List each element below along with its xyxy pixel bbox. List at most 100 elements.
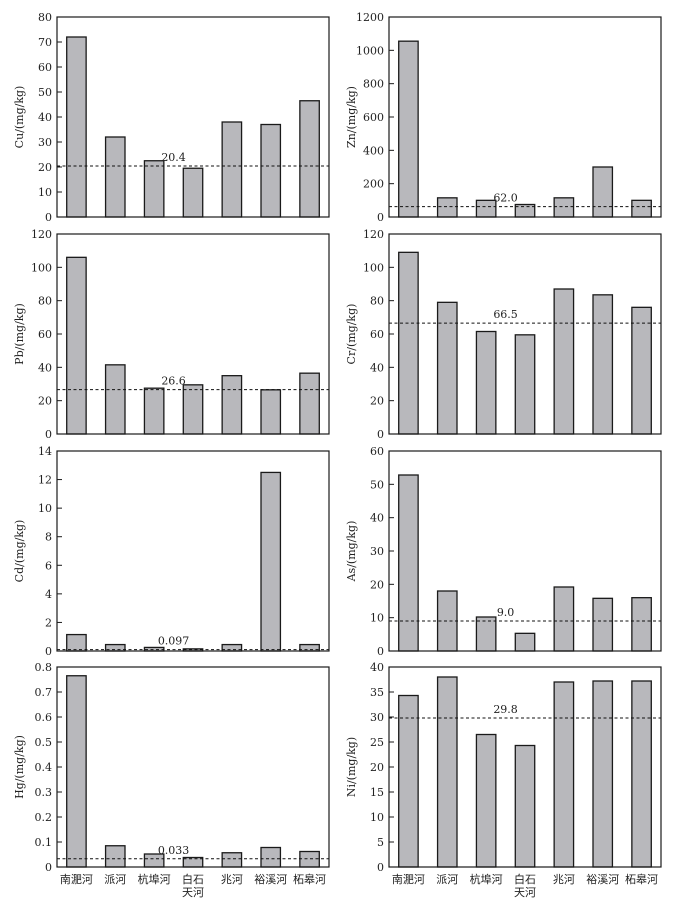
bar — [475, 330, 497, 435]
y-axis-label: Zn/(mg/kg) — [345, 86, 358, 148]
y-tick-label: 20 — [370, 578, 384, 591]
y-tick-label: 20 — [38, 161, 52, 174]
bar — [553, 197, 575, 218]
y-tick-label: 800 — [363, 78, 384, 91]
y-tick-label: 400 — [363, 144, 384, 157]
y-tick-label: 0 — [45, 428, 52, 441]
plot-frame — [56, 666, 330, 868]
bar — [182, 167, 204, 218]
bar — [475, 616, 497, 652]
reference-label: 0.097 — [158, 635, 190, 648]
y-tick-label: 100 — [363, 261, 384, 274]
x-tick-label: 杭埠河 — [470, 872, 503, 886]
bar — [104, 364, 126, 435]
y-tick-label: 40 — [370, 512, 384, 525]
reference-label: 66.5 — [493, 308, 518, 321]
bar — [475, 733, 497, 868]
y-tick-label: 10 — [370, 811, 384, 824]
y-tick-label: 50 — [370, 478, 384, 491]
bar — [299, 100, 320, 218]
bar — [221, 121, 243, 218]
y-tick-label: 0.6 — [35, 711, 53, 724]
reference-label: 0.033 — [158, 844, 190, 857]
bar — [143, 387, 165, 435]
reference-label: 29.8 — [493, 703, 518, 716]
x-tick-label: 白石天河 — [182, 872, 204, 899]
bar — [398, 251, 419, 435]
bar — [553, 288, 575, 435]
x-tick-label: 柘皋河 — [293, 872, 326, 886]
y-axis-label: Pb/(mg/kg) — [13, 303, 26, 365]
y-tick-label: 2 — [45, 616, 52, 629]
y-tick-label: 120 — [363, 228, 384, 241]
bar — [592, 294, 614, 435]
chart-panel-2: 26.6 0 20 40 60 80 100 120 Pb/(mg/kg) — [13, 228, 330, 441]
x-tick-label: 柘皋河 — [625, 872, 658, 886]
y-tick-label: 600 — [363, 111, 384, 124]
bar — [631, 680, 652, 868]
bar — [66, 256, 87, 435]
y-tick-label: 0.5 — [35, 736, 53, 749]
y-tick-label: 10 — [38, 502, 52, 515]
y-axis-label: Ni/(mg/kg) — [345, 737, 358, 797]
x-tick-label: 兆河 — [553, 873, 575, 886]
x-tick-label: 裕溪河 — [586, 873, 619, 886]
bar — [553, 681, 575, 868]
bar — [66, 36, 87, 218]
bar — [260, 389, 282, 435]
bar — [182, 384, 204, 435]
bar — [260, 471, 282, 652]
chart-panel-1: 62.0 0 200 400 600 800 1000 1200 Zn/(mg/kg) — [345, 11, 662, 224]
y-tick-label: 60 — [38, 61, 52, 74]
bar — [398, 40, 419, 218]
bar — [592, 680, 614, 868]
y-tick-label: 1000 — [356, 44, 384, 57]
bar — [592, 597, 614, 652]
y-tick-label: 80 — [38, 11, 52, 24]
reference-label: 9.0 — [497, 606, 515, 619]
y-tick-label: 20 — [38, 395, 52, 408]
bar — [514, 334, 536, 435]
y-tick-label: 120 — [31, 228, 52, 241]
y-tick-label: 60 — [38, 328, 52, 341]
y-tick-label: 0 — [45, 861, 52, 874]
bar — [66, 675, 87, 868]
y-tick-label: 200 — [363, 178, 384, 191]
bar — [514, 744, 536, 868]
y-axis-label: Cd/(mg/kg) — [13, 520, 26, 583]
bar — [436, 676, 458, 868]
y-tick-label: 0.4 — [35, 761, 53, 774]
y-axis-label: Cu/(mg/kg) — [13, 86, 26, 149]
x-tick-label: 白石天河 — [514, 872, 536, 899]
bar — [221, 375, 243, 435]
plot-frame — [56, 450, 330, 652]
y-axis-label: Cr/(mg/kg) — [345, 304, 358, 365]
y-axis-label: Hg/(mg/kg) — [13, 735, 26, 799]
reference-label: 20.4 — [161, 151, 186, 164]
bar — [104, 136, 126, 218]
y-axis-label: As/(mg/kg) — [345, 521, 358, 583]
bar — [143, 160, 165, 218]
bar — [398, 474, 419, 652]
y-tick-label: 8 — [45, 531, 52, 544]
y-tick-label: 5 — [377, 836, 384, 849]
bar — [436, 301, 458, 435]
plot-frame — [388, 16, 662, 218]
y-tick-label: 14 — [38, 445, 52, 458]
y-tick-label: 0 — [377, 861, 384, 874]
y-tick-label: 20 — [370, 761, 384, 774]
bar — [553, 586, 575, 652]
y-tick-label: 4 — [45, 588, 52, 601]
chart-panel-5: 9.0 0 10 20 30 40 50 60 As/(mg/kg) — [345, 445, 662, 658]
y-tick-label: 10 — [38, 186, 52, 199]
y-tick-label: 0.1 — [35, 836, 53, 849]
y-tick-label: 0.8 — [35, 661, 53, 674]
bar — [592, 166, 614, 218]
y-tick-label: 0 — [377, 428, 384, 441]
x-tick-label: 裕溪河 — [254, 873, 287, 886]
y-tick-label: 70 — [38, 36, 52, 49]
bar — [436, 197, 458, 218]
y-tick-label: 30 — [370, 545, 384, 558]
chart-panel-6: 0.033 0 0.1 0.2 0.3 0.4 0.5 0.6 0.7 0.8 Hg/(mg/kg)… — [13, 661, 330, 899]
